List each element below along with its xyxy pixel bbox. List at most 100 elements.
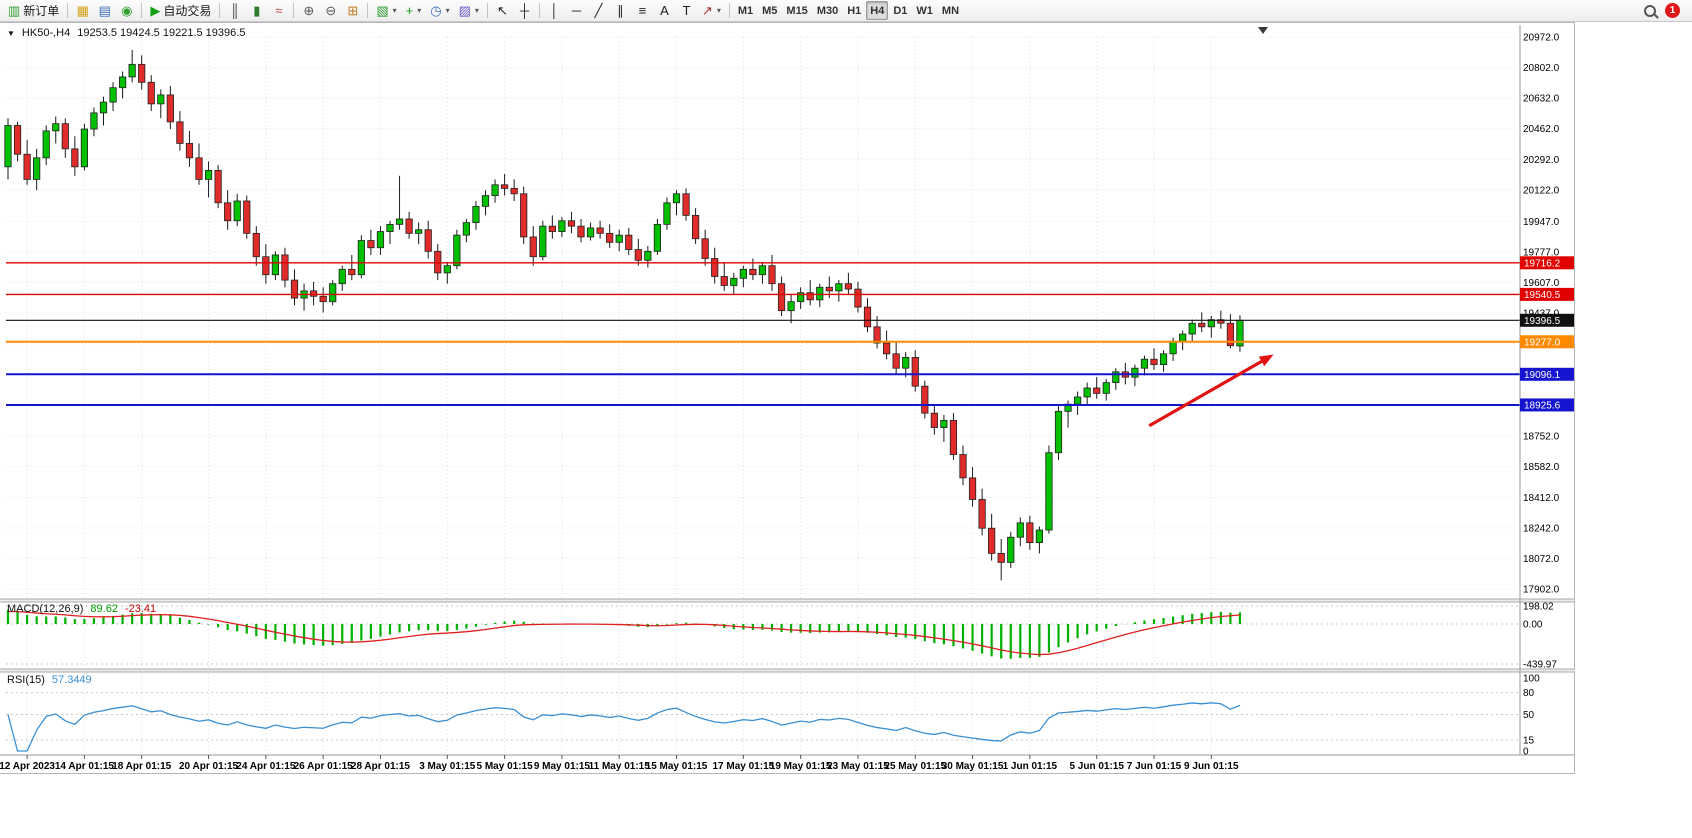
cursor-button[interactable]: ↖ (492, 1, 513, 20)
rsi-line (7, 702, 1241, 752)
zoom-in-icon: ⊕ (303, 3, 315, 18)
chart-shift-marker[interactable] (1258, 27, 1268, 34)
timeframe-m5-text: M5 (762, 4, 778, 17)
zoom-in-button[interactable]: ⊕ (298, 1, 319, 20)
templates-button[interactable]: ▨ ▾ (455, 1, 483, 20)
chart-symbol-period: HK50-,H4 (21, 27, 71, 39)
timeframe-mn-text: MN (941, 4, 960, 17)
toolbar-separator (141, 3, 143, 18)
rsi-value: 57.3449 (51, 674, 92, 686)
candlestick-chart-button[interactable]: ▮ (246, 1, 267, 20)
timeframe-h1-button[interactable]: H1 (843, 1, 865, 20)
horizontal-line-button[interactable]: ─ (566, 1, 587, 20)
crosshair-button[interactable]: ┼ (514, 1, 535, 20)
equidistant-channel-button[interactable]: ∥ (610, 1, 631, 20)
toolbar-separator (728, 3, 730, 18)
svg-text:9 May 01:15: 9 May 01:15 (534, 761, 591, 772)
svg-text:3 May 01:15: 3 May 01:15 (419, 761, 476, 772)
market-watch-button[interactable]: ▦ (72, 1, 93, 20)
svg-text:5 May 01:15: 5 May 01:15 (477, 761, 534, 772)
auto-trading-label: 自动交易 (163, 4, 212, 18)
data-window-button[interactable]: ▤ (94, 1, 115, 20)
equidistant-channel-icon: ∥ (617, 3, 624, 18)
rsi-label: RSI(15) 57.3449 (7, 674, 92, 686)
toolbar-separator (219, 3, 221, 18)
bar-chart-button[interactable]: ║ (224, 1, 245, 20)
trendline-icon: ╱ (594, 3, 603, 18)
search-icon[interactable] (1644, 4, 1656, 17)
data-window-icon: ▤ (98, 3, 111, 18)
svg-text:19396.5: 19396.5 (1524, 316, 1561, 327)
svg-text:18 Apr 01:15: 18 Apr 01:15 (112, 761, 172, 772)
svg-text:17902.0: 17902.0 (1523, 585, 1560, 596)
svg-text:18752.0: 18752.0 (1523, 432, 1560, 443)
price-chart-canvas[interactable]: 20972.0 20802.0 20632.0 20462.0 20292.0 20122… (0, 23, 1575, 775)
navigator-button[interactable]: ◉ (116, 1, 137, 20)
trendline-button[interactable]: ╱ (588, 1, 609, 20)
svg-text:15: 15 (1523, 736, 1535, 747)
new-order-icon: ▥ (8, 3, 21, 18)
candles (4, 49, 1244, 581)
cursor-icon: ↖ (496, 3, 508, 18)
toolbar-separator (293, 3, 295, 18)
tile-windows-icon: ⊞ (347, 3, 359, 18)
line-chart-icon: ≈ (275, 3, 283, 18)
arrows-icon: ↗ (701, 3, 713, 18)
svg-text:18242.0: 18242.0 (1523, 523, 1560, 534)
timeframe-h4-button[interactable]: H4 (866, 1, 889, 20)
vertical-line-button[interactable]: │ (544, 1, 565, 20)
svg-text:12 Apr 2023: 12 Apr 2023 (0, 761, 55, 772)
svg-text:100: 100 (1523, 674, 1540, 685)
toolbar-separator (486, 3, 488, 18)
timeframe-h4-text: H4 (870, 4, 885, 17)
svg-text:19777.0: 19777.0 (1523, 247, 1560, 258)
vertical-line-icon: │ (550, 3, 559, 18)
price-scale[interactable]: 20972.0 20802.0 20632.0 20462.0 20292.0 20122… (1523, 33, 1560, 758)
grid (6, 36, 1518, 753)
auto-trading-button[interactable]: ▶ 自动交易 (146, 1, 215, 20)
new-order-button[interactable]: ▥ 新订单 (4, 1, 63, 20)
svg-text:19947.0: 19947.0 (1523, 217, 1560, 228)
tile-windows-button[interactable]: ⊞ (342, 1, 363, 20)
zoom-out-button[interactable]: ⊖ (320, 1, 341, 20)
candlestick-chart-icon: ▮ (253, 3, 261, 18)
bar-chart-icon: ║ (230, 3, 240, 18)
horizontal-lines[interactable] (6, 262, 1520, 406)
svg-text:20972.0: 20972.0 (1523, 33, 1560, 44)
fibonacci-icon: ≡ (638, 3, 647, 18)
fibonacci-button[interactable]: ≡ (632, 1, 653, 20)
chevron-down-icon: ▾ (445, 6, 450, 15)
text-label-button[interactable]: T (676, 1, 697, 20)
svg-text:18582.0: 18582.0 (1523, 462, 1560, 473)
timeframe-m1-button[interactable]: M1 (734, 1, 757, 20)
timeframe-m5-button[interactable]: M5 (758, 1, 781, 20)
timeframe-d1-button[interactable]: D1 (889, 1, 911, 20)
timeframe-m15-button[interactable]: M15 (782, 1, 811, 20)
timeframe-m30-button[interactable]: M30 (813, 1, 842, 20)
svg-text:80: 80 (1523, 688, 1535, 699)
collapse-icon[interactable]: ▼ (7, 28, 15, 38)
svg-text:20292.0: 20292.0 (1523, 155, 1560, 166)
chevron-down-icon: ▾ (417, 6, 422, 15)
timeframe-w1-button[interactable]: W1 (912, 1, 937, 20)
svg-text:-439.97: -439.97 (1523, 660, 1557, 671)
timeframe-mn-button[interactable]: MN (938, 1, 963, 20)
text-label-icon: T (682, 3, 691, 18)
trend-arrow[interactable] (1148, 354, 1274, 428)
line-chart-button[interactable]: ≈ (268, 1, 289, 20)
text-icon: A (660, 3, 669, 18)
text-button[interactable]: A (654, 1, 675, 20)
timeframe-m1-text: M1 (737, 4, 754, 17)
svg-text:0: 0 (1523, 747, 1529, 758)
new-chart-icon: ▧ (376, 3, 389, 18)
indicators-button[interactable]: + ▾ (402, 1, 426, 20)
chart-title: ▼ HK50-,H4 19253.5 19424.5 19221.5 19396… (7, 27, 245, 39)
periods-button[interactable]: ◷ ▾ (426, 1, 453, 20)
pane-splitters[interactable] (0, 598, 1575, 673)
macd-label: MACD(12,26,9) 89.62 -23.41 (7, 603, 156, 615)
price-badges: 19716.2 19540.5 19396.5 19277.0 19096.1 18925… (1520, 256, 1574, 412)
notification-badge[interactable]: 1 (1665, 3, 1680, 18)
arrows-button[interactable]: ↗ ▾ (698, 1, 725, 20)
new-chart-button[interactable]: ▧ ▾ (372, 1, 400, 20)
